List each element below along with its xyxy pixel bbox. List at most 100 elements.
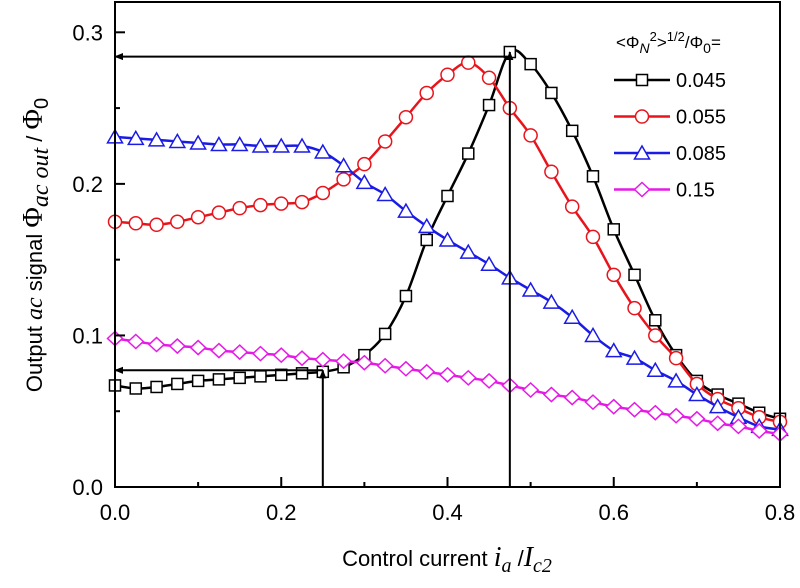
data-point (750, 422, 768, 439)
legend-entry: 0.045 (614, 70, 726, 92)
data-point (232, 200, 247, 216)
data-point (438, 366, 457, 383)
data-point (274, 196, 289, 211)
data-point (147, 336, 166, 353)
data-point (459, 369, 477, 386)
data-point (523, 128, 538, 143)
data-point (419, 85, 434, 101)
series-diamond (106, 330, 789, 442)
data-point (190, 209, 206, 225)
data-point (170, 214, 185, 230)
x-tick-label: 0.2 (266, 500, 297, 525)
data-point (420, 233, 433, 247)
data-point (251, 345, 270, 362)
data-point (336, 172, 351, 187)
legend-marker (635, 73, 649, 87)
data-point (605, 398, 623, 415)
data-point (441, 189, 454, 203)
data-point (147, 131, 166, 147)
data-point (648, 328, 663, 343)
series-triangle (106, 128, 789, 437)
legend-label: 0.085 (676, 143, 726, 165)
legend-entry: 0.085 (614, 143, 726, 165)
data-point (688, 386, 706, 402)
data-point (294, 194, 310, 210)
data-point (210, 342, 228, 359)
data-point (126, 129, 145, 146)
data-point (398, 109, 414, 125)
data-point (128, 216, 144, 231)
data-point (254, 370, 267, 383)
data-point (253, 197, 268, 213)
annotations (114, 51, 514, 487)
data-point (521, 281, 540, 297)
legend-label: 0.045 (676, 70, 726, 92)
data-point (709, 415, 727, 432)
data-point (667, 372, 685, 388)
x-axis-label: Control current ia /Ic2 (342, 542, 552, 577)
data-point (625, 401, 644, 418)
data-point (233, 371, 246, 385)
series-square (108, 45, 787, 426)
data-point (542, 293, 561, 309)
data-point (462, 147, 475, 160)
y-tick-label: 0.1 (72, 323, 103, 348)
data-point (334, 157, 353, 173)
data-point (150, 380, 163, 394)
data-point (272, 347, 290, 364)
data-point (646, 404, 664, 421)
data-point (438, 231, 457, 247)
data-point (417, 217, 436, 234)
data-point (604, 342, 623, 358)
data-point (212, 373, 226, 386)
legend-marker (633, 181, 651, 198)
data-point (522, 381, 540, 399)
data-point (586, 170, 600, 183)
data-point (149, 217, 164, 233)
x-tick-label: 0.0 (100, 500, 131, 525)
data-point (399, 289, 413, 303)
legend-label: 0.055 (676, 107, 726, 129)
data-point (544, 164, 559, 179)
legend-label: 0.15 (676, 180, 715, 202)
data-point (314, 351, 332, 368)
data-point (397, 360, 415, 377)
plot-area (106, 45, 789, 442)
data-point (127, 333, 145, 350)
data-point (628, 268, 641, 282)
data-point (191, 374, 205, 388)
data-point (565, 124, 579, 138)
data-point (168, 338, 186, 355)
data-point (563, 389, 581, 406)
data-point (334, 353, 353, 370)
legend: <ΦN2>1/2/Φ0= 0.045 0.055 0.085 0.15 (614, 29, 726, 202)
x-tick-label: 0.6 (598, 500, 629, 525)
data-point (524, 57, 537, 71)
data-point (459, 243, 478, 259)
data-point (585, 229, 601, 245)
data-point (480, 372, 498, 389)
data-point (377, 134, 393, 149)
data-point (729, 418, 748, 435)
x-tick-label: 0.8 (765, 500, 796, 525)
data-point (355, 354, 373, 371)
data-point (314, 143, 332, 159)
data-point (646, 361, 665, 378)
y-axis-label: Output ac signal Φac out / Φ0 (18, 98, 54, 392)
data-point (293, 350, 311, 367)
data-point (189, 134, 207, 150)
data-point (564, 199, 580, 214)
legend-entry: 0.15 (614, 180, 715, 202)
data-point (272, 137, 291, 153)
data-point (355, 173, 374, 190)
data-point (171, 377, 184, 391)
data-point (563, 308, 581, 324)
data-point (584, 326, 602, 343)
data-point (376, 185, 394, 202)
data-point (545, 86, 558, 100)
series-circle (107, 55, 788, 430)
data-point (606, 267, 621, 283)
data-point (129, 382, 143, 395)
data-point (584, 394, 602, 411)
